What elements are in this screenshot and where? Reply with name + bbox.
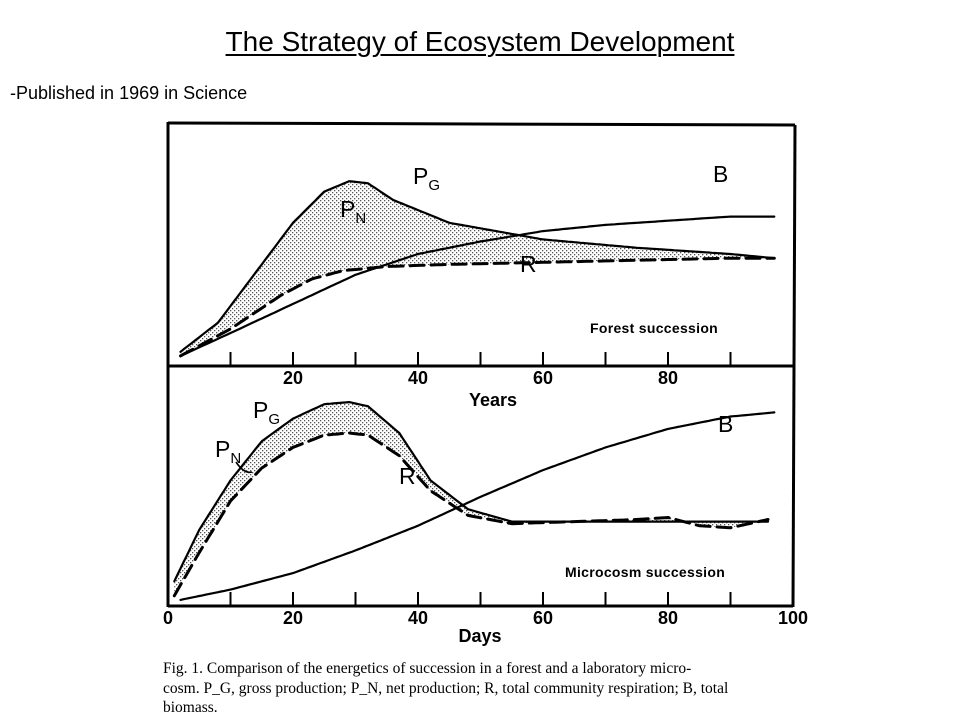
caption-line-3: biomass. [163, 699, 218, 716]
series-line-r [179, 256, 776, 358]
series-label-p-n: PN [340, 196, 366, 227]
series-line-b [179, 215, 776, 357]
net-production-fill [180, 181, 775, 356]
x-tick-label: 80 [658, 368, 678, 388]
x-tick-label: 20 [283, 368, 303, 388]
top-border [167, 121, 796, 127]
x-tick-label: 20 [283, 608, 303, 628]
slide-title: The Strategy of Ecosystem Development [225, 26, 735, 57]
x-axis-label: Years [469, 390, 517, 410]
series-label-r: R [399, 463, 416, 489]
panel-label: Forest succession [590, 320, 718, 336]
caption-line-2: cosm. P_G, gross production; P_N, net pr… [163, 680, 728, 697]
x-tick-label: 100 [778, 608, 808, 628]
x-tick-label: 0 [163, 608, 173, 628]
panel-label: Microcosm succession [565, 564, 725, 580]
net-production-pointer [235, 461, 253, 474]
forest-panel: PG R B PN 20 40 60 80 Years Forest succession [179, 161, 776, 410]
x-axis-label: Days [458, 626, 501, 646]
series-line-p-g [173, 401, 770, 583]
series-line-r [172, 431, 770, 598]
microcosm-panel: PG R B PN 0 20 40 60 80 100 Days Microcosm successi… [163, 397, 808, 646]
series-label-b: B [718, 411, 733, 437]
series-label-p-n: PN [215, 436, 241, 467]
series-label-p-g: PG [253, 397, 280, 428]
publication-note: -Published in 1969 in Science [10, 83, 248, 103]
series-line-p-g [179, 180, 776, 353]
x-tick-label: 60 [533, 608, 553, 628]
series-label-r: R [520, 251, 537, 277]
series-label-b: B [713, 161, 728, 187]
x-tick-label: 40 [408, 368, 428, 388]
x-tick-label: 40 [408, 608, 428, 628]
series-line-b [179, 411, 776, 601]
caption-line-1: Fig. 1. Comparison of the energetics of … [163, 660, 691, 677]
figure-caption: Fig. 1. Comparison of the energetics of … [163, 660, 728, 716]
x-tick-label: 80 [658, 608, 678, 628]
series-label-p-g: PG [413, 163, 440, 194]
x-tick-label: 60 [533, 368, 553, 388]
